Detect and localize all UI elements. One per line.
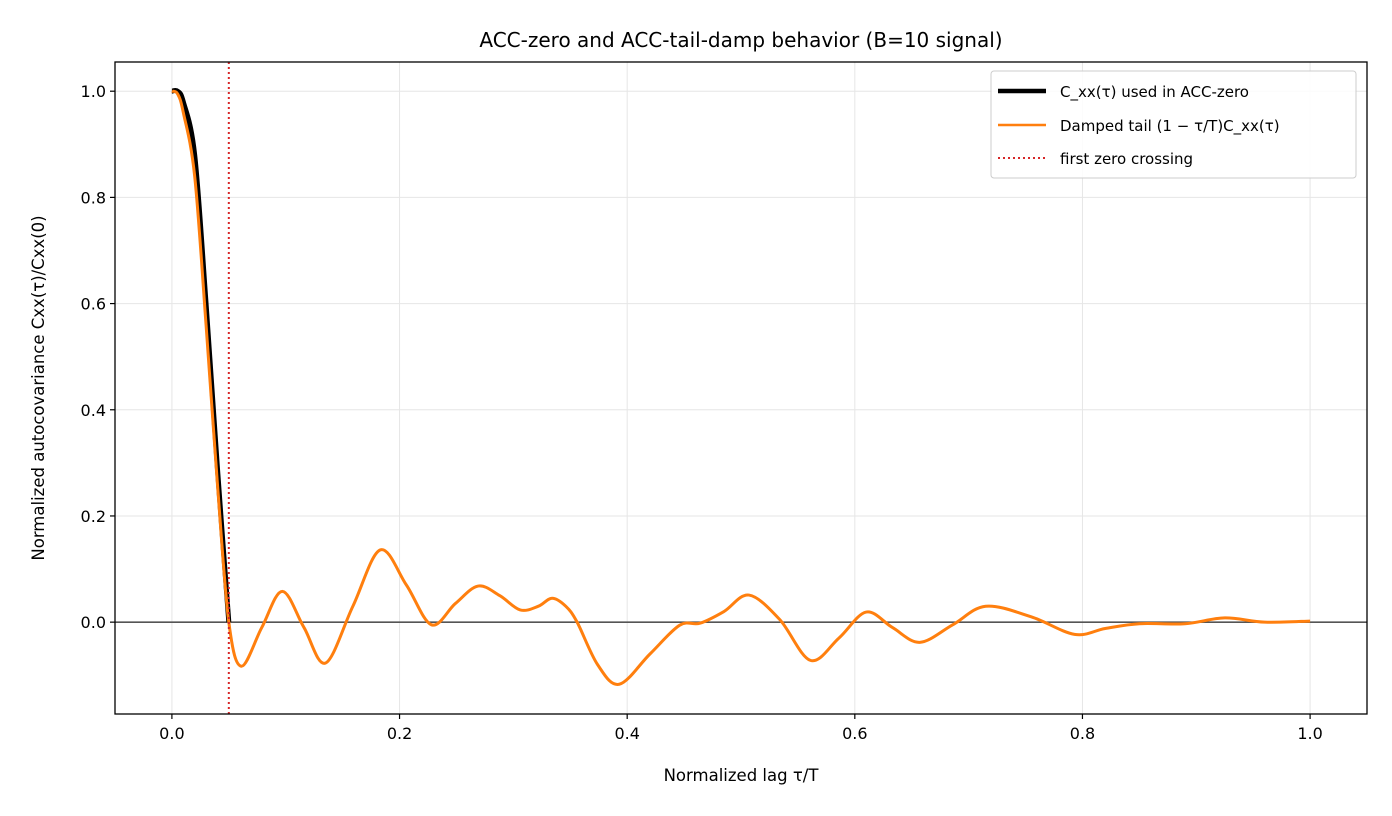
chart-title: ACC-zero and ACC-tail-damp behavior (B=1…: [479, 28, 1002, 52]
x-tick-label: 0.6: [842, 724, 867, 743]
x-tick-label: 0.2: [387, 724, 412, 743]
x-axis-label: Normalized lag τ/T: [664, 766, 820, 785]
x-tick-label: 1.0: [1297, 724, 1322, 743]
plot-frame: [114, 61, 1368, 715]
x-tick-label: 0.0: [159, 724, 184, 743]
legend: C_xx(τ) used in ACC-zero Damped tail (1 …: [990, 70, 1357, 179]
y-tick-label: 0.8: [81, 188, 106, 207]
legend-label-damped: Damped tail (1 − τ/T)C_xx(τ): [1060, 117, 1280, 136]
y-tick-label: 0.4: [81, 401, 106, 420]
y-axis-label: Normalized autocovariance Cxx(τ)/Cxx(0): [29, 215, 48, 560]
legend-label-cxx: C_xx(τ) used in ACC-zero: [1060, 83, 1249, 102]
series-damped-line: [171, 89, 1311, 686]
legend-label-zero-crossing: first zero crossing: [1060, 150, 1193, 168]
y-tick-label: 0.6: [81, 295, 106, 314]
marks: [115, 62, 1367, 714]
x-tick-label: 0.4: [614, 724, 639, 743]
x-tick-label: 0.8: [1070, 724, 1095, 743]
y-tick-label: 1.0: [81, 82, 106, 101]
legend-box: [990, 70, 1357, 179]
y-tick-label: 0.2: [81, 507, 106, 526]
y-tick-label: 0.0: [81, 613, 106, 632]
ticks: 0.0 0.2 0.4 0.6 0.8 1.0 0.0 0.2 0.4 0.6 0.8 1.0: [81, 82, 1323, 743]
